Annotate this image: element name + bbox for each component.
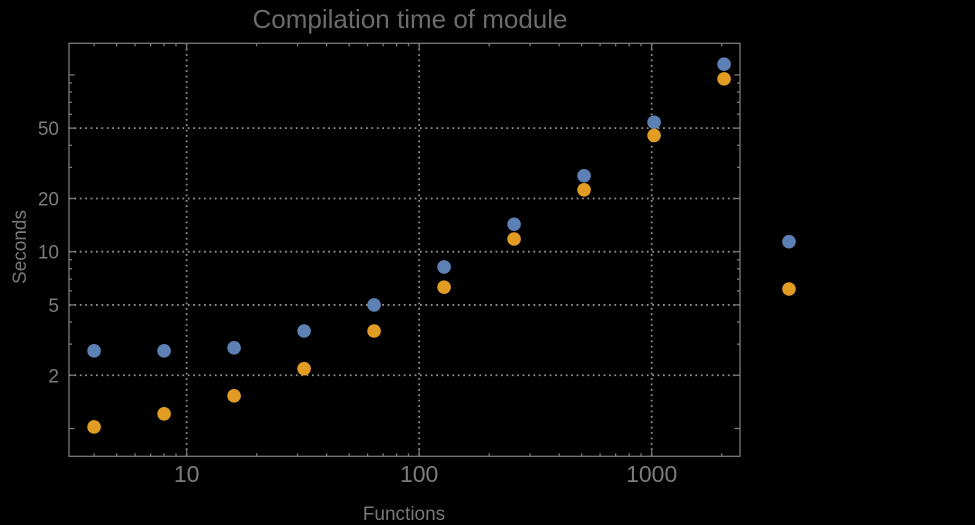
data-point-series-2-x256 (507, 232, 521, 246)
legend-marker-series-2 (782, 282, 796, 296)
legend-markers-layer (782, 234, 796, 296)
data-point-series-1-x128 (437, 260, 451, 274)
y-tick-label-2: 2 (48, 366, 59, 387)
data-point-series-1-x2048 (717, 57, 731, 72)
data-point-series-1-x8 (157, 344, 171, 358)
tick-labels-layer: 10 100 1000 2 5 10 20 50 (38, 119, 677, 487)
data-point-series-2-x2048 (717, 72, 731, 86)
data-point-series-1-x512 (577, 168, 591, 183)
y-tick-label-5: 5 (48, 296, 59, 317)
data-point-series-2-x4 (87, 420, 101, 434)
data-point-series-1-x4 (87, 344, 101, 358)
data-point-series-1-x256 (507, 217, 521, 232)
chart-title: Compilation time of module (252, 4, 567, 34)
data-point-series-2-x128 (437, 280, 451, 294)
data-point-series-2-x64 (367, 324, 381, 338)
data-point-series-2-x1024 (647, 128, 661, 143)
y-axis-label: Seconds (10, 210, 31, 284)
x-tick-label-10: 10 (174, 461, 200, 487)
y-tick-label-20: 20 (38, 189, 59, 210)
data-point-series-1-x64 (367, 298, 381, 312)
x-axis-label: Functions (363, 504, 445, 525)
x-tick-label-100: 100 (400, 461, 438, 487)
data-point-series-2-x8 (157, 407, 171, 421)
plot-frame (68, 42, 741, 457)
legend-marker-series-1 (782, 234, 796, 249)
data-point-series-2-x16 (227, 389, 241, 403)
data-points-layer (87, 57, 731, 434)
y-tick-label-50: 50 (38, 119, 59, 140)
frame-ticks-layer (69, 43, 740, 457)
data-point-series-2-x512 (577, 182, 591, 197)
data-point-series-1-x16 (227, 341, 241, 355)
data-point-series-1-x1024 (647, 115, 661, 130)
data-point-series-2-x32 (297, 361, 311, 376)
data-point-series-1-x32 (297, 324, 311, 338)
x-tick-label-1000: 1000 (626, 461, 677, 487)
gridlines-layer (69, 43, 740, 457)
y-tick-label-10: 10 (38, 243, 59, 264)
